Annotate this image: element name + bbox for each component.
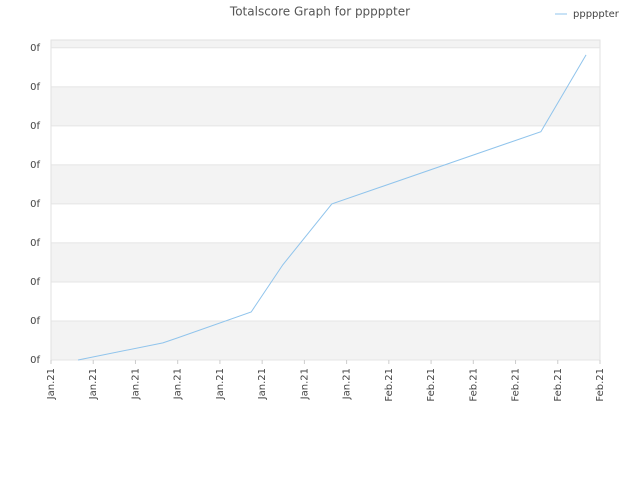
y-tick-label: 0f: [30, 82, 40, 93]
y-tick-label: 0f: [30, 121, 40, 132]
x-tick-label: Jan.21: [88, 368, 99, 400]
band: [51, 47, 600, 87]
x-tick-label: Jan.21: [130, 368, 141, 400]
band: [51, 86, 600, 126]
x-tick-label: Feb.21: [511, 368, 522, 402]
x-tick-label: Jan.21: [342, 368, 353, 400]
y-tick-label: 0f: [30, 160, 40, 171]
band: [51, 40, 600, 48]
series-line: [77, 54, 587, 361]
x-tick-label: Feb.21: [553, 368, 564, 402]
x-tick-label: Jan.21: [215, 368, 226, 400]
x-tick-label: Feb.21: [468, 368, 479, 402]
chart-title: Totalscore Graph for pppppter: [229, 5, 410, 19]
x-tick-label: Jan.21: [173, 368, 184, 400]
band: [51, 242, 600, 282]
x-tick-label: Jan.21: [46, 368, 57, 400]
band: [51, 164, 600, 204]
y-tick-label: 0f: [30, 316, 40, 327]
x-tick-label: Jan.21: [299, 368, 310, 400]
y-tick-label: 0f: [30, 355, 40, 366]
y-tick-label: 0f: [30, 43, 40, 54]
band: [51, 320, 600, 360]
legend-label: pppppter: [573, 9, 620, 20]
band: [51, 281, 600, 321]
y-tick-label: 0f: [30, 199, 40, 210]
x-tick-label: Feb.21: [595, 368, 606, 402]
x-tick-label: Feb.21: [384, 368, 395, 402]
y-tick-label: 0f: [30, 277, 40, 288]
x-tick-label: Feb.21: [426, 368, 437, 402]
x-tick-label: Jan.21: [257, 368, 268, 400]
y-tick-label: 0f: [30, 238, 40, 249]
band: [51, 203, 600, 243]
band: [51, 125, 600, 165]
